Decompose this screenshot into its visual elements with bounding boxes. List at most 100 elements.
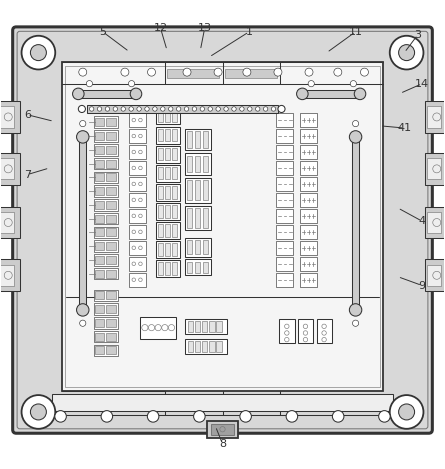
Bar (95, 270, 105, 278)
Circle shape (55, 411, 66, 422)
Circle shape (130, 88, 142, 99)
Bar (300, 145, 317, 159)
Circle shape (240, 107, 244, 111)
Bar (94, 317, 118, 329)
Bar (165, 148, 170, 160)
Bar (202, 262, 208, 273)
Bar (172, 205, 177, 218)
Bar (186, 181, 192, 200)
Bar (172, 224, 177, 237)
Bar (300, 257, 317, 271)
Circle shape (73, 88, 84, 99)
Bar (194, 208, 200, 228)
Circle shape (80, 121, 86, 127)
Bar (185, 153, 211, 174)
Circle shape (263, 107, 268, 111)
Bar (216, 341, 222, 352)
Circle shape (169, 107, 173, 111)
Bar (94, 199, 118, 211)
Bar (94, 254, 118, 265)
Bar (158, 205, 163, 218)
Text: 1: 1 (246, 27, 253, 37)
Circle shape (148, 68, 155, 76)
Bar (106, 214, 116, 222)
Bar (188, 341, 193, 352)
Circle shape (89, 107, 94, 111)
Bar (185, 178, 211, 203)
Bar (106, 305, 116, 313)
Bar (129, 257, 146, 271)
Circle shape (153, 107, 157, 111)
Circle shape (77, 304, 89, 316)
Bar (95, 118, 105, 126)
Bar (279, 319, 295, 343)
Bar (94, 144, 118, 156)
Circle shape (274, 68, 282, 76)
Bar (276, 257, 294, 271)
Bar (195, 341, 200, 352)
Circle shape (296, 88, 308, 99)
Bar (216, 321, 222, 332)
Bar (427, 106, 441, 128)
Circle shape (30, 45, 46, 61)
Bar (106, 242, 116, 250)
Bar (202, 156, 208, 173)
Bar (194, 131, 200, 148)
Bar (106, 228, 116, 236)
Bar (158, 186, 163, 198)
Bar (0, 101, 20, 133)
Bar (210, 424, 235, 435)
Circle shape (79, 68, 87, 76)
Bar (185, 238, 211, 257)
Circle shape (214, 68, 222, 76)
Text: 3: 3 (414, 30, 421, 40)
Bar (185, 129, 211, 150)
Bar (95, 291, 105, 299)
Bar (106, 132, 116, 140)
Bar (209, 341, 214, 352)
Bar (106, 187, 116, 195)
Bar (165, 205, 170, 218)
Circle shape (399, 404, 415, 420)
Text: 4: 4 (419, 216, 426, 226)
Bar (79, 137, 86, 310)
Circle shape (183, 68, 191, 76)
Bar (129, 177, 146, 191)
Bar (185, 319, 227, 334)
Bar (300, 161, 317, 175)
Circle shape (129, 107, 134, 111)
Bar (276, 272, 294, 287)
Bar (427, 265, 441, 286)
Bar (156, 260, 180, 277)
Circle shape (86, 81, 93, 87)
Bar (276, 225, 294, 239)
Bar (129, 225, 146, 239)
Circle shape (101, 411, 113, 422)
Bar (172, 148, 177, 160)
Bar (425, 101, 445, 133)
Bar (95, 214, 105, 222)
Circle shape (352, 320, 359, 326)
Bar (276, 241, 294, 255)
Bar (65, 66, 380, 387)
Bar (300, 193, 317, 207)
Bar (94, 172, 118, 183)
Circle shape (78, 106, 85, 113)
Bar (185, 206, 211, 230)
Circle shape (21, 36, 55, 69)
Bar (300, 113, 317, 127)
Bar (156, 146, 180, 163)
Bar (300, 272, 317, 287)
Bar (95, 201, 105, 209)
Bar (95, 159, 105, 167)
Bar (202, 240, 208, 255)
Text: 5: 5 (99, 27, 106, 37)
Circle shape (240, 411, 251, 422)
Bar (106, 346, 116, 354)
Bar (0, 259, 20, 291)
Bar (106, 146, 116, 154)
Circle shape (121, 68, 129, 76)
Bar (106, 319, 116, 327)
Bar (156, 165, 180, 182)
Bar (158, 224, 163, 237)
